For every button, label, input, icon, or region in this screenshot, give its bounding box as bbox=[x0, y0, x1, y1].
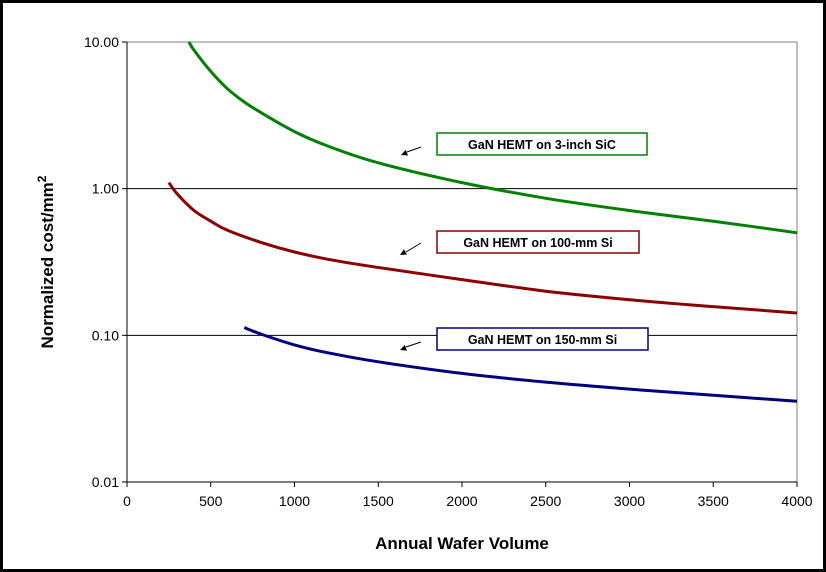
x-tick-label: 3500 bbox=[698, 493, 729, 509]
chart-svg: 0.01 0.10 1.00 10.00 0 500 1000 1500 2000 2500 300… bbox=[35, 34, 813, 553]
annotation-arrow-line bbox=[405, 242, 422, 253]
series-lines bbox=[167, 41, 798, 403]
annotation-arrow-head bbox=[401, 149, 408, 156]
annotation-arrow-head bbox=[400, 344, 407, 351]
x-tick-label: 3000 bbox=[614, 493, 645, 509]
y-tick-label: 1.00 bbox=[92, 181, 119, 197]
annotation-arrow-head bbox=[400, 249, 407, 255]
series-line bbox=[187, 41, 798, 235]
annotation-label: GaN HEMT on 3-inch SiC bbox=[468, 138, 616, 152]
annotations: GaN HEMT on 3-inch SiC GaN HEMT on 100-mm… bbox=[400, 132, 649, 351]
y-axis-title-superscript: 2 bbox=[35, 175, 49, 182]
x-tick-label: 1500 bbox=[363, 493, 394, 509]
y-axis-title: Normalized cost/mm2 bbox=[35, 175, 57, 348]
x-tick-label: 1000 bbox=[279, 493, 310, 509]
x-tick-label: 2500 bbox=[530, 493, 561, 509]
y-axis-title-main: Normalized cost/mm bbox=[38, 182, 57, 348]
annotation-label: GaN HEMT on 150-mm Si bbox=[468, 333, 617, 347]
series-line bbox=[243, 326, 798, 403]
annotation-box bbox=[436, 327, 649, 351]
annotation-arrow-line bbox=[405, 341, 422, 348]
x-tick-label: 500 bbox=[199, 493, 223, 509]
axes: 0.01 0.10 1.00 10.00 0 500 1000 1500 2000 2500 300… bbox=[84, 34, 813, 509]
annotation-label: GaN HEMT on 100-mm Si bbox=[463, 236, 612, 250]
x-tick-label: 0 bbox=[123, 493, 131, 509]
x-tick-label: 2000 bbox=[446, 493, 477, 509]
x-tick-label: 4000 bbox=[781, 493, 812, 509]
annotation-box bbox=[436, 132, 648, 156]
annotation-arrow-line bbox=[406, 146, 422, 153]
series-line bbox=[167, 181, 798, 315]
y-tick-label: 0.01 bbox=[92, 474, 119, 490]
x-axis-title: Annual Wafer Volume bbox=[375, 534, 549, 553]
plot-area bbox=[126, 41, 798, 483]
annotation-box bbox=[436, 230, 640, 254]
y-tick-label: 10.00 bbox=[84, 34, 119, 50]
y-tick-label: 0.10 bbox=[92, 327, 119, 343]
